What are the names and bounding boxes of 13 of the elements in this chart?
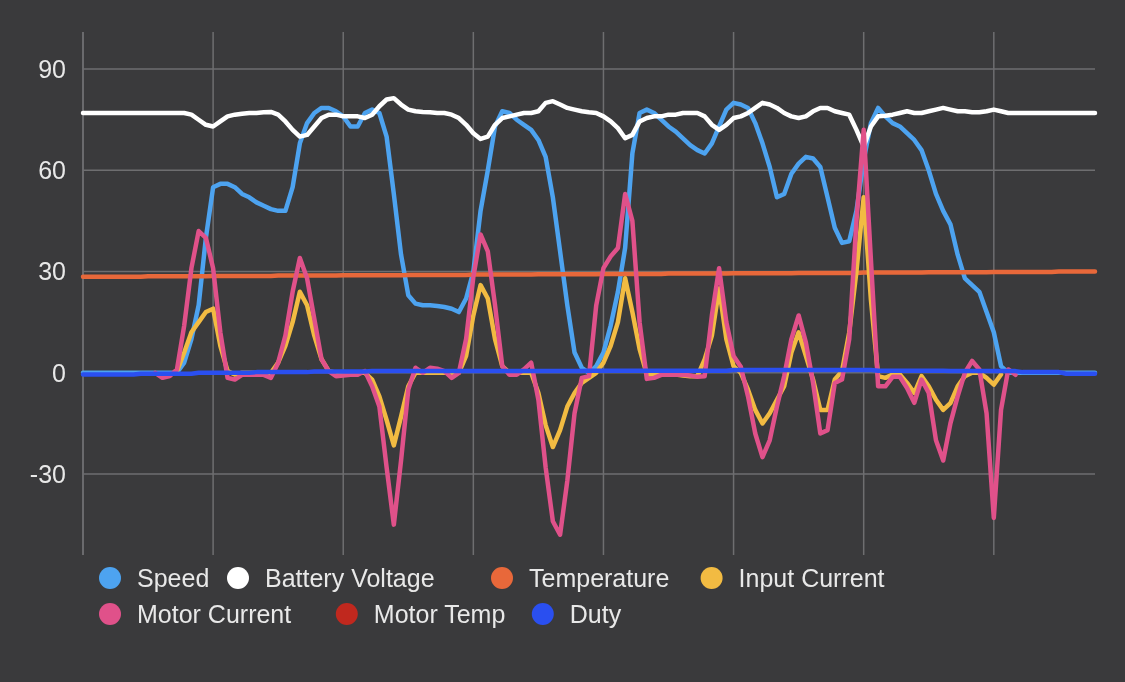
legend-label: Motor Temp (373, 599, 506, 628)
y-tick-label: -30 (29, 459, 66, 488)
legend-label: Motor Current (137, 599, 292, 628)
legend-label: Input Current (738, 563, 885, 592)
y-tick-label: 30 (38, 257, 66, 286)
line-series (153, 127, 1018, 538)
legend-label: Battery Voltage (265, 563, 435, 592)
y-tick-label: 0 (52, 358, 66, 387)
legend-label: Temperature (529, 563, 670, 592)
y-tick-label: 60 (38, 156, 66, 185)
y-tick-label: 90 (38, 54, 66, 83)
legend-label: Duty (569, 599, 622, 628)
legend-label: Speed (137, 563, 210, 592)
